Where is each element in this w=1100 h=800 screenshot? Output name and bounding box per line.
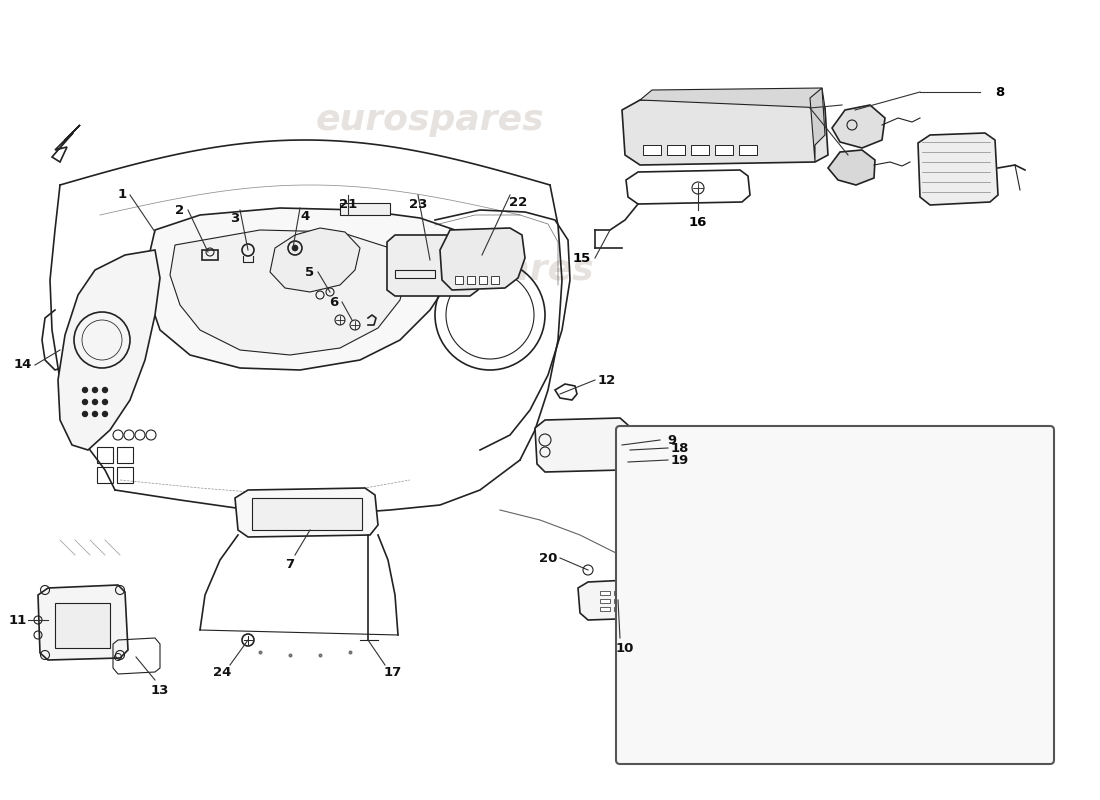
Polygon shape	[578, 578, 682, 620]
Bar	[614, 607, 624, 611]
Bar	[491, 276, 499, 284]
Bar	[614, 599, 624, 603]
Polygon shape	[170, 230, 408, 355]
Text: 5: 5	[306, 266, 315, 278]
Bar	[691, 145, 710, 155]
Bar	[97, 467, 113, 483]
Polygon shape	[58, 250, 160, 450]
Text: 9: 9	[668, 434, 676, 446]
Circle shape	[82, 387, 88, 393]
Text: 23: 23	[409, 198, 427, 211]
Bar	[628, 599, 638, 603]
Bar	[340, 203, 390, 215]
Text: 22: 22	[509, 197, 527, 210]
Polygon shape	[440, 228, 525, 290]
Bar	[455, 276, 463, 284]
Bar	[656, 607, 666, 611]
Text: 13: 13	[151, 683, 169, 697]
Polygon shape	[810, 88, 825, 162]
Polygon shape	[387, 235, 478, 296]
Text: eurospares: eurospares	[316, 103, 544, 137]
Circle shape	[92, 411, 98, 417]
Bar	[656, 591, 666, 595]
Polygon shape	[235, 488, 378, 537]
Text: 15: 15	[573, 251, 591, 265]
Polygon shape	[148, 208, 460, 370]
Bar	[642, 607, 652, 611]
Circle shape	[82, 399, 88, 405]
Bar	[628, 607, 638, 611]
Polygon shape	[535, 418, 630, 472]
Text: 4: 4	[300, 210, 309, 222]
Bar	[642, 599, 652, 603]
Text: 21: 21	[339, 198, 358, 211]
Circle shape	[102, 387, 108, 393]
Text: 1: 1	[118, 189, 127, 202]
Polygon shape	[832, 105, 886, 148]
Text: 8: 8	[996, 86, 1004, 98]
Text: 20: 20	[539, 551, 558, 565]
Circle shape	[92, 387, 98, 393]
Polygon shape	[918, 133, 998, 205]
Text: 18: 18	[671, 442, 690, 454]
Circle shape	[82, 411, 88, 417]
Text: 7: 7	[285, 558, 295, 571]
Bar	[97, 447, 113, 463]
Bar	[478, 276, 487, 284]
Text: 24: 24	[212, 666, 231, 679]
Polygon shape	[640, 88, 825, 108]
Text: 6: 6	[329, 295, 339, 309]
Text: 10: 10	[616, 642, 635, 654]
Polygon shape	[621, 98, 828, 165]
Text: 11: 11	[9, 614, 28, 626]
Text: eurospares: eurospares	[365, 253, 594, 287]
Bar	[656, 599, 666, 603]
Text: 3: 3	[230, 211, 240, 225]
Text: 16: 16	[689, 215, 707, 229]
Text: eurospares: eurospares	[106, 253, 334, 287]
Bar	[739, 145, 757, 155]
Bar	[600, 591, 610, 595]
Polygon shape	[828, 150, 874, 185]
Text: 12: 12	[598, 374, 616, 386]
Text: 2: 2	[175, 203, 185, 217]
Bar	[117, 447, 133, 463]
Bar	[667, 145, 685, 155]
Circle shape	[102, 411, 108, 417]
Polygon shape	[39, 585, 128, 660]
Bar	[202, 250, 218, 260]
Bar	[715, 145, 733, 155]
Circle shape	[102, 399, 108, 405]
Bar	[600, 599, 610, 603]
Bar	[614, 591, 624, 595]
Bar	[55, 603, 110, 648]
Text: 14: 14	[14, 358, 32, 371]
Bar	[628, 591, 638, 595]
Text: 17: 17	[384, 666, 403, 679]
Bar	[468, 276, 475, 284]
Circle shape	[92, 399, 98, 405]
Text: 19: 19	[671, 454, 689, 466]
Bar	[252, 498, 362, 530]
Bar	[600, 607, 610, 611]
Circle shape	[292, 245, 298, 251]
Bar	[395, 270, 434, 278]
Bar	[642, 591, 652, 595]
Bar	[117, 467, 133, 483]
FancyBboxPatch shape	[616, 426, 1054, 764]
Polygon shape	[270, 228, 360, 292]
Bar	[644, 145, 661, 155]
Polygon shape	[52, 125, 80, 162]
